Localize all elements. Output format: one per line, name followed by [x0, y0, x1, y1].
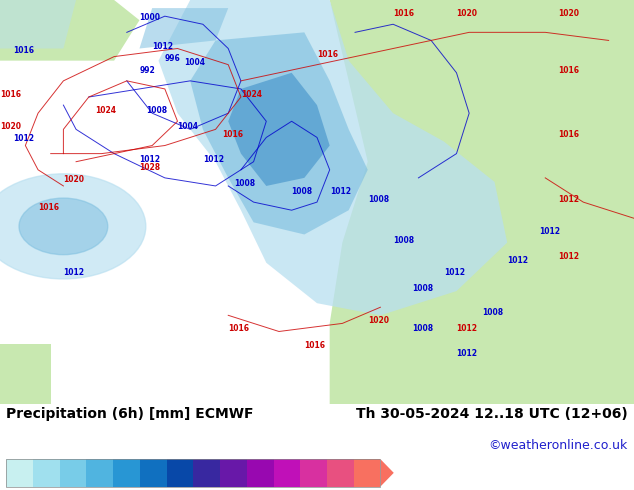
Text: 1008: 1008 — [292, 187, 313, 196]
Text: 1012: 1012 — [139, 155, 160, 164]
Text: Precipitation (6h) [mm] ECMWF: Precipitation (6h) [mm] ECMWF — [6, 407, 254, 421]
Bar — [113, 459, 140, 487]
Text: 1016: 1016 — [304, 341, 325, 350]
Text: 1016: 1016 — [0, 90, 21, 99]
Bar — [327, 459, 354, 487]
Text: 1012: 1012 — [63, 268, 84, 277]
Text: 1008: 1008 — [146, 106, 167, 115]
Bar — [220, 459, 247, 487]
Polygon shape — [380, 459, 394, 487]
Text: 1020: 1020 — [368, 317, 389, 325]
Polygon shape — [0, 0, 139, 61]
Polygon shape — [228, 73, 330, 186]
Text: 1012: 1012 — [444, 268, 465, 277]
Text: 1020: 1020 — [63, 175, 84, 184]
Text: Th 30-05-2024 12..18 UTC (12+06): Th 30-05-2024 12..18 UTC (12+06) — [356, 407, 628, 421]
Text: 1004: 1004 — [178, 122, 198, 131]
Polygon shape — [139, 8, 228, 49]
Bar — [247, 459, 273, 487]
Text: 992: 992 — [139, 66, 155, 75]
Bar — [167, 459, 193, 487]
Polygon shape — [158, 0, 507, 316]
Text: 1004: 1004 — [184, 58, 205, 67]
Text: 1024: 1024 — [241, 90, 262, 99]
Text: 1016: 1016 — [13, 46, 34, 54]
Text: 1012: 1012 — [152, 42, 173, 50]
Bar — [33, 459, 60, 487]
Text: 1016: 1016 — [558, 130, 579, 140]
Bar — [86, 459, 113, 487]
Text: 1016: 1016 — [222, 130, 243, 140]
Polygon shape — [0, 0, 76, 49]
Polygon shape — [0, 343, 51, 404]
Text: 996: 996 — [165, 53, 181, 63]
Text: 1012: 1012 — [13, 134, 34, 144]
Text: 1012: 1012 — [456, 349, 477, 358]
Polygon shape — [190, 32, 368, 235]
Bar — [354, 459, 380, 487]
Bar — [193, 459, 220, 487]
Text: 1012: 1012 — [507, 256, 528, 265]
Circle shape — [0, 174, 146, 279]
Text: 1012: 1012 — [558, 195, 579, 204]
Text: 1012: 1012 — [456, 324, 477, 334]
Text: 1016: 1016 — [38, 203, 59, 212]
Text: 1008: 1008 — [235, 179, 256, 188]
Bar — [301, 459, 327, 487]
Text: 1012: 1012 — [539, 227, 560, 237]
Bar — [6, 459, 33, 487]
Text: ©weatheronline.co.uk: ©weatheronline.co.uk — [488, 439, 628, 452]
Text: 1024: 1024 — [95, 106, 116, 115]
Text: 1020: 1020 — [0, 122, 21, 131]
Bar — [273, 459, 301, 487]
Text: 1000: 1000 — [139, 13, 160, 22]
Text: 1028: 1028 — [139, 163, 160, 172]
Text: 1012: 1012 — [330, 187, 351, 196]
Text: 1008: 1008 — [412, 324, 433, 334]
Text: 1008: 1008 — [482, 308, 503, 318]
Text: 1008: 1008 — [393, 236, 414, 245]
Text: 1020: 1020 — [456, 9, 477, 18]
Text: 1008: 1008 — [412, 284, 433, 293]
Circle shape — [19, 198, 108, 255]
Text: 1012: 1012 — [203, 155, 224, 164]
Bar — [140, 459, 167, 487]
Text: 1016: 1016 — [317, 49, 338, 59]
Text: 1016: 1016 — [558, 66, 579, 75]
Text: 1016: 1016 — [393, 9, 414, 18]
Text: 1012: 1012 — [558, 252, 579, 261]
Text: 1020: 1020 — [558, 9, 579, 18]
Bar — [6, 459, 380, 487]
Text: 1016: 1016 — [228, 324, 249, 334]
Bar — [60, 459, 86, 487]
Polygon shape — [330, 0, 634, 404]
Text: 1008: 1008 — [368, 195, 389, 204]
